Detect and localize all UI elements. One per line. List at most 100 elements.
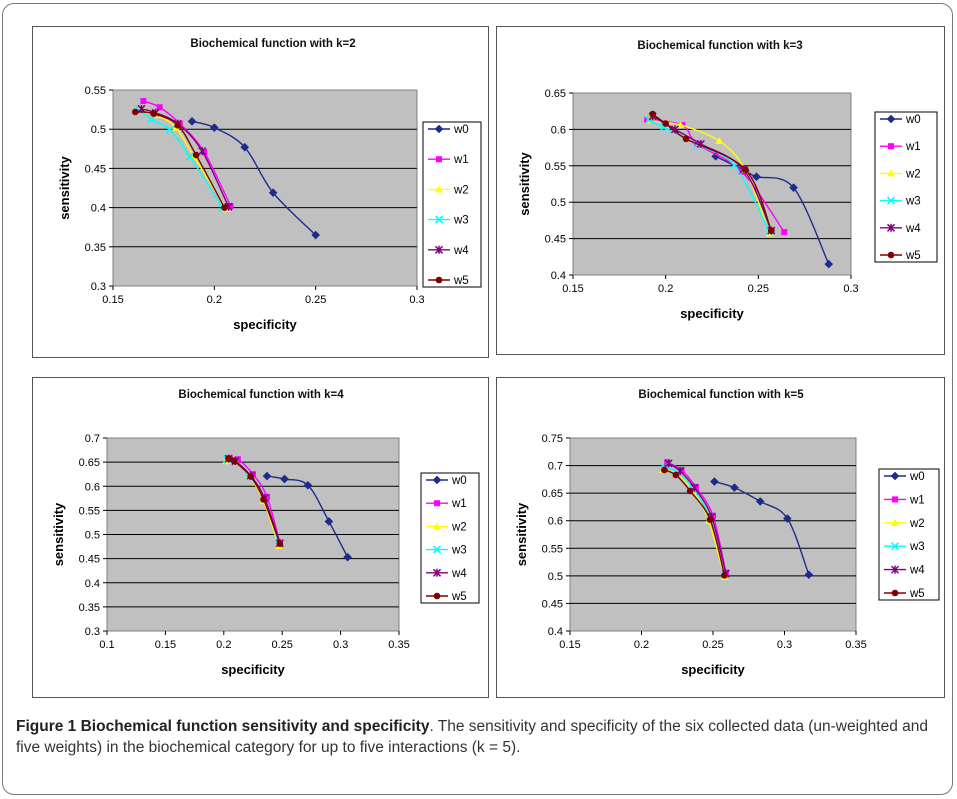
series-w5 — [225, 455, 284, 547]
legend-item: w4 — [880, 223, 921, 235]
legend-item: w3 — [884, 541, 925, 553]
legend-marker — [890, 471, 900, 481]
legend-label: w4 — [453, 245, 469, 257]
y-tick-label: 0.45 — [85, 163, 106, 175]
legend-label: w4 — [905, 223, 921, 235]
legend-item: w1 — [884, 494, 925, 506]
y-axis-label: sensitivity — [57, 155, 72, 219]
data-point — [187, 117, 197, 126]
series-w5 — [131, 108, 228, 211]
legend-label: w2 — [453, 184, 469, 196]
data-point — [276, 540, 284, 547]
chart-panel-k2: Biochemical function with k=2 0.3 0.35 0.4 0… — [32, 26, 489, 358]
y-tick-label: 0.7 — [548, 461, 563, 473]
y-tick-label: 0.65 — [542, 488, 563, 500]
data-point — [710, 477, 719, 486]
legend-marker — [890, 565, 900, 574]
legend-marker — [432, 568, 442, 577]
y-tick-label: 0.6 — [548, 516, 563, 528]
legend-label: w5 — [453, 275, 469, 287]
legend-item: w4 — [426, 568, 467, 580]
legend-marker — [435, 185, 443, 193]
x-tick-label: 0.25 — [305, 294, 326, 306]
y-tick-label: 0.65 — [79, 457, 100, 469]
data-point — [783, 514, 792, 523]
y-tick-label: 0.45 — [545, 234, 566, 246]
legend-marker — [887, 251, 895, 259]
y-tick-label: 0.5 — [85, 530, 100, 542]
data-point — [752, 172, 761, 182]
legend-item: w0 — [426, 475, 467, 487]
legend-item: w3 — [428, 215, 469, 227]
legend: w0 w1 w2 w3 w4 w5 — [874, 111, 938, 263]
chart-title: Biochemical function with k=3 — [637, 40, 802, 52]
legend-item: w2 — [880, 168, 921, 180]
data-point — [240, 142, 250, 152]
data-point — [664, 459, 673, 468]
legend-item: w0 — [428, 124, 469, 136]
caption-text: . The sensitivity and specificity of the… — [16, 718, 929, 756]
x-tick-label: 0.2 — [207, 294, 222, 306]
x-tick-label: 0.2 — [216, 639, 231, 651]
data-point — [311, 230, 320, 240]
data-point — [198, 147, 207, 156]
y-tick-label: 0.6 — [85, 481, 100, 493]
x-tick-label: 0.15 — [559, 639, 580, 651]
y-tick-label: 0.4 — [91, 203, 106, 215]
y-tick-label: 0.65 — [545, 88, 566, 100]
caption-label: Figure 1 — [16, 718, 77, 735]
x-axis-label: specificity — [681, 662, 745, 677]
legend-label: w0 — [453, 124, 469, 136]
x-tick-label: 0.35 — [845, 639, 866, 651]
legend-label: w0 — [909, 471, 925, 483]
data-point — [303, 480, 313, 490]
data-point — [140, 97, 147, 104]
x-axis-label: specificity — [680, 306, 744, 321]
legend-marker — [434, 215, 444, 224]
data-point — [268, 188, 278, 198]
data-point — [165, 125, 174, 135]
legend-box — [420, 472, 480, 604]
data-point — [661, 466, 668, 474]
legend-label: w4 — [909, 565, 925, 577]
data-point — [755, 497, 765, 506]
data-point — [262, 471, 272, 481]
legend-marker — [890, 542, 900, 551]
legend-item: w2 — [428, 184, 469, 196]
legend-label: w0 — [451, 475, 467, 487]
y-axis-label: sensitivity — [51, 502, 66, 566]
legend-marker — [433, 592, 441, 600]
y-tick-label: 0.4 — [85, 578, 100, 590]
x-tick-label: 0.1 — [99, 639, 114, 651]
data-point — [682, 135, 690, 143]
data-point — [686, 487, 694, 495]
legend-marker — [891, 589, 899, 597]
legend: w0 w1 w2 w3 w4 w5 — [878, 468, 940, 601]
legend-label: w1 — [909, 494, 925, 506]
legend-item: w4 — [428, 245, 469, 257]
legend-label: w4 — [451, 568, 467, 580]
series-w0 — [710, 477, 814, 580]
data-point — [156, 104, 163, 111]
legend-item: w0 — [880, 114, 921, 126]
legend-item: w2 — [426, 521, 467, 533]
y-axis-label: sensitivity — [514, 502, 529, 566]
legend-marker — [434, 245, 444, 254]
legend-item: w3 — [880, 196, 921, 208]
plot-area — [112, 89, 418, 287]
y-tick-label: 0.55 — [79, 505, 100, 517]
series-w0 — [187, 117, 320, 240]
legend-item: w1 — [880, 141, 921, 153]
y-tick-label: 0.75 — [542, 433, 563, 445]
y-tick-label: 0.4 — [548, 626, 563, 638]
data-point — [174, 121, 182, 129]
y-tick-label: 0.5 — [91, 124, 106, 136]
legend-marker — [432, 475, 442, 485]
legend-label: w2 — [909, 518, 925, 530]
legend-label: w3 — [905, 196, 921, 208]
legend-item: w5 — [426, 591, 467, 603]
data-point — [192, 151, 200, 159]
data-point — [201, 148, 208, 155]
y-tick-label: 0.35 — [79, 602, 100, 614]
y-tick-label: 0.3 — [85, 626, 100, 638]
